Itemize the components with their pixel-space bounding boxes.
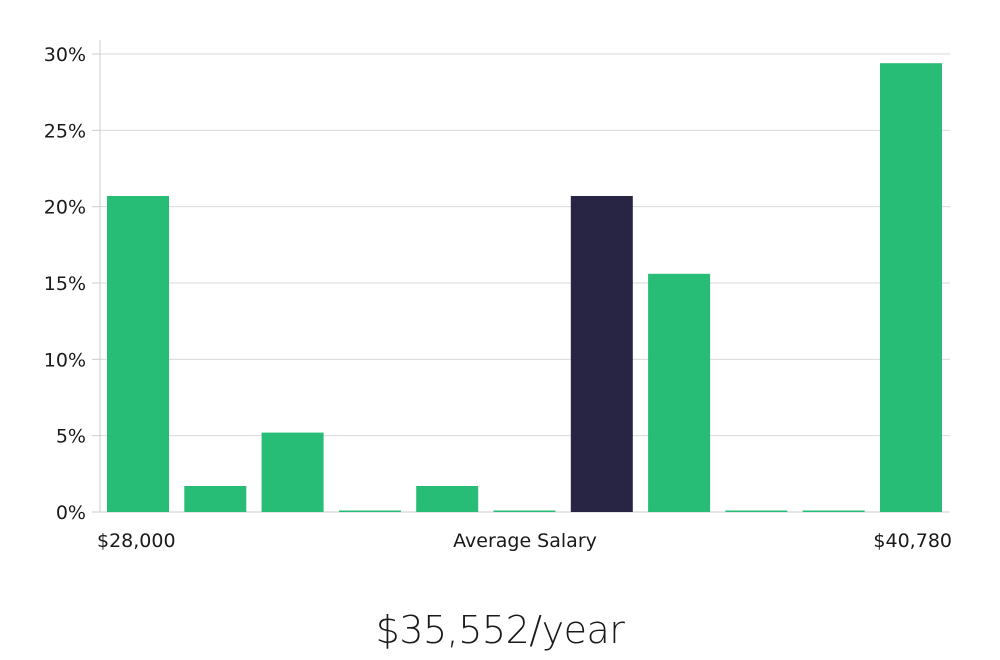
y-tick-label: 5%: [56, 426, 86, 448]
y-tick-label: 30%: [44, 44, 86, 66]
bar: [802, 510, 865, 512]
average-salary-value: $35,552/year: [375, 608, 625, 652]
bar: [416, 486, 479, 512]
grid-lines: [100, 53, 950, 437]
bar: [261, 432, 324, 512]
bar: [493, 510, 556, 512]
bar: [338, 510, 401, 512]
bar: [184, 486, 247, 512]
x-max-label: $40,780: [873, 530, 952, 552]
bar: [107, 196, 169, 512]
bars: [107, 63, 942, 512]
y-tick-label: 25%: [44, 120, 86, 142]
bar-highlighted: [570, 196, 633, 512]
bar: [725, 510, 788, 512]
salary-distribution-chart: 0% 5% 10% 15% 20% 25% 30% $28,000 Average Sala…: [44, 40, 952, 552]
y-tick-label: 0%: [56, 502, 86, 524]
bar: [648, 273, 711, 512]
y-tick-label: 10%: [44, 349, 86, 371]
x-axis-label: Average Salary: [453, 530, 597, 552]
y-tick-label: 20%: [44, 197, 86, 219]
y-axis-ticks: 0% 5% 10% 15% 20% 25% 30%: [44, 44, 100, 524]
bar: [880, 63, 942, 512]
y-tick-label: 15%: [44, 273, 86, 295]
x-min-label: $28,000: [97, 530, 176, 552]
